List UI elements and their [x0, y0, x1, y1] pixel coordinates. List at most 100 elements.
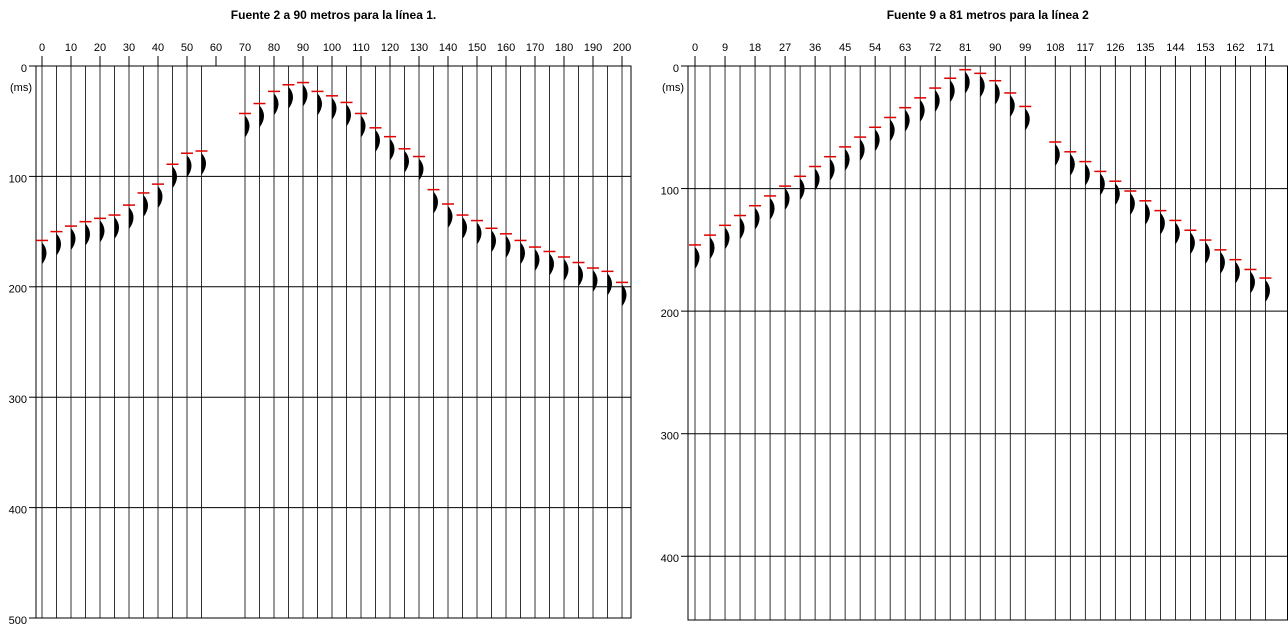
wavelet	[115, 217, 120, 239]
wavelet	[1145, 203, 1150, 225]
wavelet	[785, 188, 790, 210]
wavelet	[1055, 144, 1060, 166]
wavelet	[434, 192, 439, 214]
y-tick-label: 400	[9, 505, 27, 517]
wavelet	[245, 115, 250, 137]
x-tick-label: 40	[152, 42, 164, 54]
wavelet	[187, 155, 192, 177]
wavelet	[1220, 252, 1225, 274]
wavelet	[622, 284, 627, 306]
wavelet	[965, 72, 970, 94]
wavelet	[564, 259, 569, 281]
wavelet	[1205, 242, 1210, 264]
x-tick-label: 200	[613, 42, 631, 54]
x-tick-label: 81	[959, 42, 971, 54]
wavelet	[390, 139, 395, 161]
wavelet	[950, 80, 955, 102]
wavelet	[1250, 271, 1255, 293]
x-tick-label: 18	[749, 42, 761, 54]
wavelet	[158, 186, 163, 208]
wavelet	[347, 104, 352, 126]
wavelet	[1070, 154, 1075, 176]
wavelet	[57, 234, 62, 256]
wavelet	[303, 85, 308, 107]
chart: Fuente 2 a 90 metros para la línea 1. (ms…	[0, 0, 1288, 626]
wavelet	[695, 247, 700, 269]
wavelet	[376, 130, 381, 152]
wavelet	[550, 253, 555, 275]
wavelet	[289, 87, 294, 109]
x-tick-label: 27	[779, 42, 791, 54]
wavelet	[920, 100, 925, 122]
panel-title: Fuente 2 a 90 metros para la línea 1.	[231, 8, 436, 22]
wavelet	[1265, 280, 1270, 302]
wavelet	[405, 151, 410, 173]
wavelet	[710, 237, 715, 259]
x-tick-label: 117	[1077, 42, 1095, 54]
wavelet	[332, 98, 337, 120]
x-tick-label: 153	[1196, 42, 1214, 54]
wavelet	[980, 75, 985, 97]
wavelet	[755, 208, 760, 230]
x-tick-label: 171	[1256, 42, 1274, 54]
wavelet	[86, 224, 91, 246]
x-tick-label: 160	[497, 42, 515, 54]
wavelet	[506, 236, 511, 258]
y-tick-label: 100	[9, 173, 27, 185]
wavelet	[593, 270, 598, 292]
wavelet	[100, 220, 105, 242]
y-tick-label: 200	[661, 308, 679, 320]
wavelet	[1235, 262, 1240, 284]
wavelet	[448, 206, 453, 228]
x-tick-label: 36	[809, 42, 821, 54]
wavelet	[260, 106, 265, 128]
y-tick-label: 400	[661, 553, 679, 565]
wavelet	[725, 227, 730, 249]
x-tick-label: 120	[381, 42, 399, 54]
wavelet	[800, 178, 805, 200]
y-tick-label: 0	[673, 63, 679, 75]
x-tick-label: 80	[268, 42, 280, 54]
x-tick-label: 135	[1136, 42, 1154, 54]
panel-title: Fuente 9 a 81 metros para la línea 2	[887, 8, 1089, 22]
x-tick-label: 99	[1019, 42, 1031, 54]
x-tick-label: 144	[1166, 42, 1184, 54]
x-tick-label: 190	[584, 42, 602, 54]
x-tick-label: 50	[181, 42, 193, 54]
wavelet	[274, 93, 279, 115]
x-tick-label: 45	[839, 42, 851, 54]
wavelet	[477, 223, 482, 245]
wavelet	[935, 90, 940, 112]
wavelet	[361, 115, 366, 137]
y-axis-label: (ms)	[662, 82, 684, 94]
wavelet	[42, 242, 47, 264]
wavelet	[860, 139, 865, 161]
wavelet	[1010, 95, 1015, 117]
wavelet	[173, 166, 178, 188]
wavelet	[1190, 232, 1195, 254]
wavelet	[1175, 222, 1180, 244]
wavelet	[1085, 164, 1090, 186]
x-tick-label: 60	[210, 42, 222, 54]
wavelet	[1025, 108, 1030, 130]
wavelet	[129, 207, 134, 229]
wavelet	[463, 217, 468, 239]
x-tick-label: 30	[123, 42, 135, 54]
wavelet	[815, 169, 820, 191]
wavelet	[318, 93, 323, 115]
x-tick-label: 150	[468, 42, 486, 54]
x-tick-label: 20	[94, 42, 106, 54]
plot-frame	[36, 66, 631, 618]
wavelet	[890, 119, 895, 141]
wavelet	[905, 110, 910, 132]
x-tick-label: 54	[869, 42, 881, 54]
wavelet	[995, 83, 1000, 105]
wavelet	[202, 153, 207, 175]
x-tick-label: 63	[899, 42, 911, 54]
panel: Fuente 9 a 81 metros para la línea 2 (ms)…	[661, 8, 1288, 620]
wavelet	[1100, 173, 1105, 195]
x-tick-label: 100	[323, 42, 341, 54]
wavelet	[419, 159, 424, 181]
y-tick-label: 200	[9, 284, 27, 296]
wavelet	[608, 273, 613, 295]
